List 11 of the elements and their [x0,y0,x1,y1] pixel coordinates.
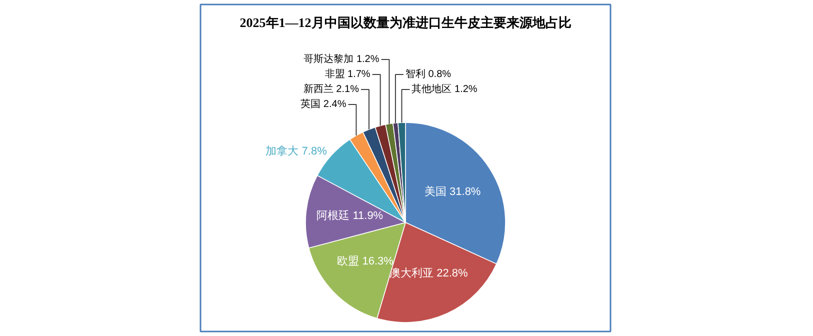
slice-label: 欧盟 16.3% [337,255,394,268]
slice-label: 英国 2.4% [300,98,346,110]
slice-label: 其他地区 1.2% [412,83,478,95]
slice-label: 新西兰 2.1% [303,83,360,95]
slice-label: 阿根廷 11.9% [316,210,384,222]
slice-label: 美国 31.8% [424,185,481,198]
slice-label: 哥斯达黎加 1.2% [304,53,380,65]
slice-label: 加拿大 7.8% [266,144,328,158]
slice-label: 智利 0.8% [405,68,452,80]
slice-label: 非盟 1.7% [324,68,370,80]
chart-title: 2025年1—12月中国以数量为准进口生牛皮主要来源地占比 [240,15,572,30]
